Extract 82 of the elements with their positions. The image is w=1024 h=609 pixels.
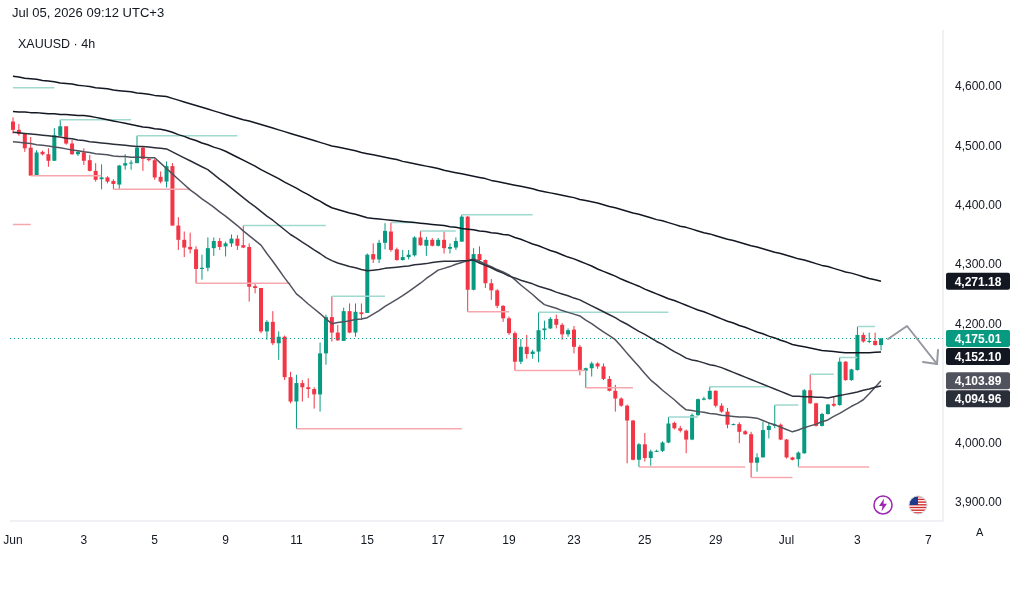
candlestick [383,222,388,250]
candlestick [294,374,299,430]
x-tick-label: 3 [80,532,88,547]
candlestick [755,452,760,473]
x-tick-label: 25 [638,532,652,547]
candlestick [312,386,317,410]
x-tick-label: Jul [778,532,795,547]
candlestick [636,442,641,468]
candlestick [566,327,571,338]
text: 4,152.10 [954,349,1002,364]
candlestick [388,222,393,253]
candlestick [613,384,618,413]
candlestick [117,164,122,190]
y-tick-label: 4,600.00 [955,79,1003,94]
y-tick-label: 4,400.00 [955,198,1003,213]
x-tick-label: Jun [3,532,23,547]
candlestick [329,295,334,342]
candlestick [253,282,258,294]
y-tick-label: 4,500.00 [955,138,1003,153]
candlestick [625,403,630,464]
candlestick [377,239,382,264]
text: 4,103.89 [954,373,1002,388]
candlestick [46,147,51,168]
candlestick [300,379,305,403]
x-tick-label: 3 [854,532,862,547]
x-tick-label: 23 [567,532,581,547]
candlestick [524,334,529,360]
y-tick-label: 4,000.00 [955,435,1003,450]
candlestick [164,160,169,189]
candlestick [270,310,275,346]
candlestick [507,316,512,336]
candlestick [684,428,689,454]
candlestick [453,236,458,251]
candlestick [129,159,134,171]
x-tick-label: 7 [924,532,932,547]
x-tick-label: 17 [431,532,446,547]
line-series [12,75,882,283]
candlestick [447,242,452,255]
text: 4,271.18 [954,274,1002,289]
candlestick [495,288,500,309]
candlestick [176,216,181,251]
x-tick-label: 19 [502,532,516,547]
candlestick [347,302,352,334]
x-tick-label: 15 [360,532,375,547]
candlestick [152,157,157,181]
candlestick [784,438,789,460]
candlestick [182,231,187,258]
y-tick-label: 4,200.00 [955,316,1003,331]
candlestick [442,231,447,255]
text: XAUUSD · 4h [18,37,96,51]
candlestick [34,149,39,177]
candlestick [577,344,582,376]
ref-line-label: 4,175.01 [954,331,1002,346]
candlestick [99,163,104,190]
candlestick [642,432,647,463]
candlestick [306,377,311,399]
candlestick [412,235,417,257]
candlestick [843,360,848,382]
y-tick-label: 3,900.00 [955,495,1003,510]
line-series [12,110,882,354]
text: 4,094.96 [954,391,1002,406]
y-tick-label: 4,300.00 [955,257,1003,272]
candlestick [11,116,15,134]
x-tick-label: 11 [290,532,303,547]
x-tick-label: 29 [708,532,723,547]
text: Jul 05, 2026 09:12 UTC+3 [12,5,165,20]
candlestick [518,338,523,365]
candlestick [489,278,494,301]
text: A [976,526,984,538]
x-tick-label: 5 [151,532,159,547]
candlestick [194,245,199,284]
candlestick [64,125,69,146]
candlestick [571,325,576,354]
candlestick [211,236,216,257]
candlestick [424,236,429,257]
x-tick-label: 9 [222,532,230,547]
candlestick [205,236,210,272]
candlestick [371,242,376,264]
candlestick [666,416,671,444]
candlestick [353,302,358,338]
candlestick [873,332,878,347]
candlestick [737,421,742,444]
